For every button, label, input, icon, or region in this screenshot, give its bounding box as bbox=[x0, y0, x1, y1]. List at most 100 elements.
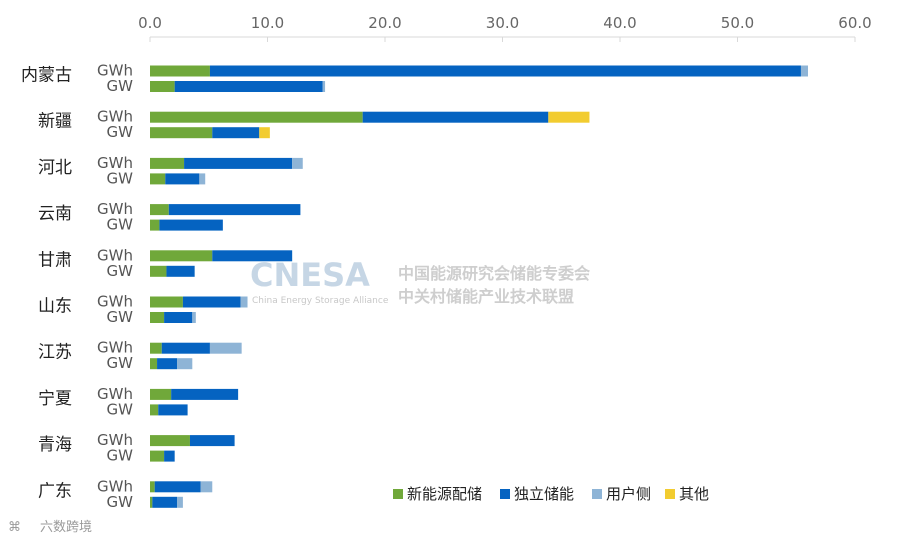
region-label: 青海 bbox=[38, 435, 72, 455]
watermark-english: China Energy Storage Alliance bbox=[252, 296, 389, 306]
bar-segment bbox=[212, 250, 293, 262]
bar-segment bbox=[362, 111, 549, 123]
unit-label: GW bbox=[107, 354, 134, 372]
bar-segment bbox=[292, 157, 303, 169]
unit-label: GWh bbox=[97, 339, 133, 357]
region-label: 广东 bbox=[38, 481, 72, 501]
bar-segment bbox=[800, 65, 808, 77]
bar-segment bbox=[154, 481, 201, 493]
legend-swatch bbox=[500, 489, 510, 499]
bar-segment bbox=[150, 312, 165, 323]
bar-segment bbox=[150, 250, 213, 262]
unit-label: GWh bbox=[97, 200, 133, 218]
unit-label: GW bbox=[107, 400, 134, 418]
bar-segment bbox=[177, 358, 193, 370]
region-label: 山东 bbox=[38, 297, 72, 317]
bar-segment bbox=[200, 481, 213, 493]
bar-segment bbox=[150, 204, 169, 216]
x-tick-label: 60.0 bbox=[838, 14, 871, 32]
bar-segment bbox=[161, 342, 210, 354]
bar-segment bbox=[189, 435, 235, 447]
source-mark: ⌘ 六数跨境 bbox=[8, 520, 92, 535]
region-label: 云南 bbox=[38, 204, 72, 224]
bar-segment bbox=[150, 388, 172, 400]
bar-segment bbox=[150, 157, 185, 169]
region-label: 河北 bbox=[38, 158, 72, 178]
bar-segment bbox=[177, 496, 183, 508]
x-tick-label: 50.0 bbox=[721, 14, 754, 32]
bar-segment bbox=[199, 173, 206, 185]
source-icon: ⌘ bbox=[8, 520, 21, 535]
unit-label: GW bbox=[107, 447, 134, 465]
watermark-org-line2: 中关村储能产业技术联盟 bbox=[398, 287, 574, 306]
x-tick-label: 40.0 bbox=[603, 14, 636, 32]
bar-segment bbox=[159, 219, 223, 231]
bar-segment bbox=[157, 358, 178, 370]
unit-label: GW bbox=[107, 123, 134, 141]
bar-segment bbox=[212, 127, 260, 139]
legend-label: 其他 bbox=[679, 485, 709, 503]
x-tick-label: 20.0 bbox=[368, 14, 401, 32]
bar-segment bbox=[259, 127, 270, 139]
bar-segment bbox=[150, 481, 155, 493]
legend-label: 独立储能 bbox=[514, 485, 574, 503]
unit-label: GWh bbox=[97, 385, 133, 403]
bars bbox=[150, 65, 808, 508]
bar-segment bbox=[174, 81, 323, 92]
region-label: 新疆 bbox=[38, 112, 72, 132]
unit-label: GWh bbox=[97, 62, 133, 80]
bar-segment bbox=[150, 219, 160, 231]
legend: 新能源配储 独立储能 用户侧 其他 bbox=[393, 485, 709, 503]
unit-label: GW bbox=[107, 216, 134, 234]
bar-segment bbox=[150, 342, 162, 354]
unit-label: GW bbox=[107, 308, 134, 326]
unit-label: GW bbox=[107, 77, 134, 95]
bar-segment bbox=[150, 65, 210, 77]
legend-swatch bbox=[665, 489, 675, 499]
unit-label: GWh bbox=[97, 293, 133, 311]
x-tick-label: 30.0 bbox=[486, 14, 519, 32]
unit-label: GW bbox=[107, 262, 134, 280]
unit-label: GWh bbox=[97, 108, 133, 126]
legend-swatch bbox=[393, 489, 403, 499]
unit-label: GWh bbox=[97, 154, 133, 172]
region-label: 甘肃 bbox=[38, 250, 72, 270]
x-tick-label: 0.0 bbox=[138, 14, 162, 32]
bar-segment bbox=[168, 204, 301, 216]
bar-segment bbox=[164, 312, 193, 323]
bar-segment bbox=[171, 388, 239, 400]
bar-segment bbox=[150, 296, 183, 308]
region-label: 宁夏 bbox=[38, 389, 72, 409]
region-label: 江苏 bbox=[38, 343, 72, 363]
unit-label: GW bbox=[107, 169, 134, 187]
bar-segment bbox=[150, 404, 159, 416]
watermark: CNESA China Energy Storage Alliance 中国能源… bbox=[250, 256, 590, 306]
bar-segment bbox=[209, 65, 801, 77]
legend-label: 用户侧 bbox=[606, 485, 651, 503]
bar-segment bbox=[150, 111, 363, 123]
bar-segment bbox=[150, 450, 165, 462]
bar-segment bbox=[150, 173, 166, 185]
source-text: 六数跨境 bbox=[40, 520, 92, 535]
bar-segment bbox=[150, 127, 213, 139]
bar-segment bbox=[152, 496, 178, 508]
bar-segment bbox=[150, 265, 167, 277]
watermark-logo: CNESA bbox=[250, 256, 370, 294]
bar-segment bbox=[150, 435, 190, 447]
legend-label: 新能源配储 bbox=[407, 485, 482, 503]
bar-segment bbox=[150, 358, 158, 370]
bar-segment bbox=[158, 404, 188, 416]
bar-segment bbox=[166, 265, 195, 277]
unit-label: GWh bbox=[97, 477, 133, 495]
bar-segment bbox=[150, 496, 153, 508]
bar-segment bbox=[150, 81, 175, 92]
x-axis: 0.0 10.0 20.0 30.0 40.0 50.0 60.0 bbox=[138, 14, 872, 42]
bar-segment bbox=[165, 173, 200, 185]
bar-segment bbox=[209, 342, 242, 354]
legend-swatch bbox=[592, 489, 602, 499]
bar-segment bbox=[192, 312, 196, 323]
region-label: 内蒙古 bbox=[21, 66, 72, 86]
bar-segment bbox=[184, 157, 293, 169]
